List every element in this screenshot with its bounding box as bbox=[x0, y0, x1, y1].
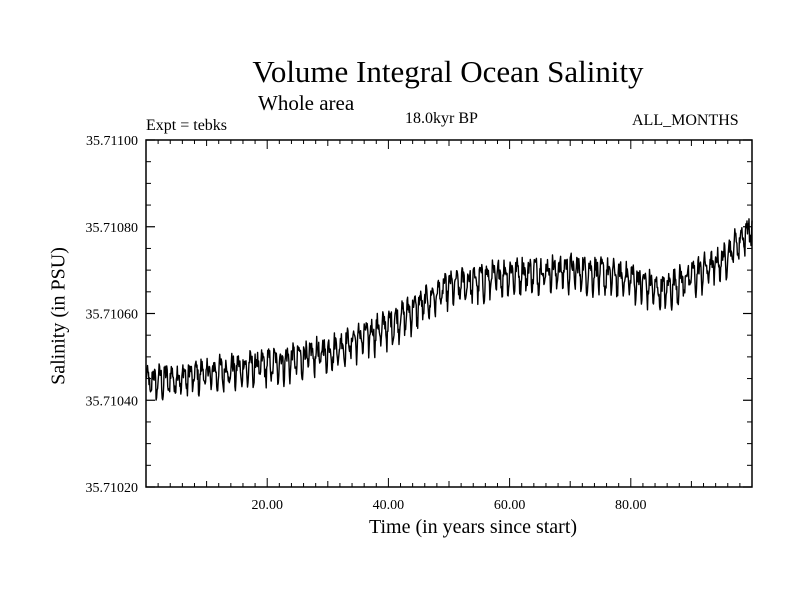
chart-subtitle: Whole area bbox=[258, 91, 355, 115]
y-axis-label: Salinity (in PSU) bbox=[47, 247, 70, 385]
plot-frame bbox=[145, 139, 753, 488]
y-tick-label: 35.71080 bbox=[86, 221, 139, 236]
x-tick-label: 60.00 bbox=[494, 498, 526, 513]
salinity-series-line bbox=[145, 218, 753, 401]
x-axis-ticks: 20.00 40.00 60.00 80.00 bbox=[157, 140, 741, 513]
y-tick-label: 35.71100 bbox=[86, 134, 138, 149]
chart-title: Volume Integral Ocean Salinity bbox=[252, 54, 644, 89]
experiment-label: Expt = tebks bbox=[146, 117, 228, 134]
y-tick-label: 35.71060 bbox=[86, 308, 139, 323]
y-tick-label: 35.71040 bbox=[86, 394, 139, 409]
y-tick-label: 35.71020 bbox=[86, 481, 139, 496]
x-axis-label: Time (in years since start) bbox=[368, 516, 578, 538]
months-label: ALL_MONTHS bbox=[632, 112, 739, 129]
y-axis-ticks: 35.71020 35.71040 35.71060 35.71080 35.71100 bbox=[86, 134, 752, 496]
period-label: 18.0kyr BP bbox=[405, 110, 478, 127]
x-tick-label: 20.00 bbox=[251, 498, 283, 513]
x-tick-label: 40.00 bbox=[373, 498, 405, 513]
x-tick-label: 80.00 bbox=[615, 498, 647, 513]
